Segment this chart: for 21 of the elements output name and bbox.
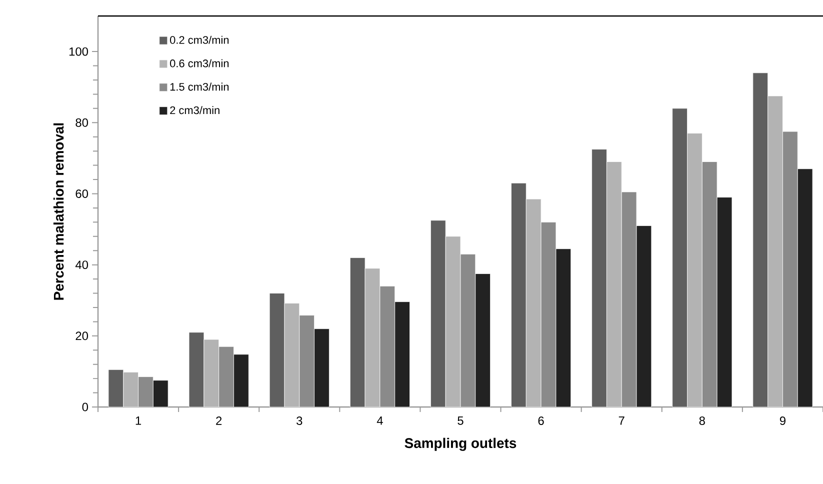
y-tick-label: 60 [76,189,88,198]
x-tick-label: 1 [136,416,142,425]
y-tick-label: 20 [76,332,88,340]
x-tick-label: 5 [458,416,464,425]
legend-label: 2 cm3/min [170,106,220,114]
x-tick-label: 6 [538,416,544,425]
x-tick-label: 2 [216,416,222,425]
y-tick-label: 0 [82,402,88,412]
y-tick-label: 100 [69,47,88,56]
x-axis-title: Sampling outlets [404,438,516,451]
x-tick-label: 4 [376,416,383,425]
x-tick-label: 8 [699,416,705,425]
y-axis-title: Percent malathion removal [53,123,64,300]
legend-label: 1.5 cm3/min [170,82,229,91]
legend-label: 0.2 cm3/min [170,36,229,44]
x-tick-label: 3 [296,416,302,425]
x-tick-label: 9 [780,416,786,425]
y-tick-label: 40 [75,260,88,270]
y-tick-label: 80 [76,118,88,127]
x-tick-label: 7 [618,416,624,425]
legend-label: 0.6 cm3/min [170,59,229,68]
